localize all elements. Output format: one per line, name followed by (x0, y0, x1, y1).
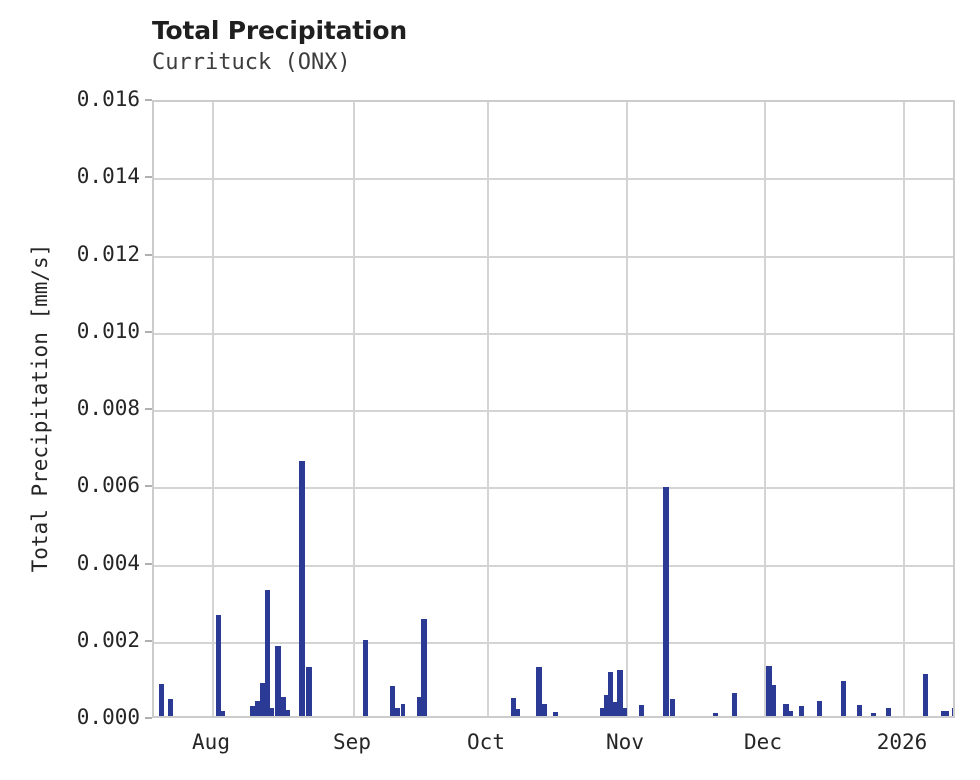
bar (766, 665, 772, 716)
bar (250, 706, 255, 716)
gridline-horizontal (154, 410, 953, 412)
bar (617, 669, 623, 716)
y-tick-mark (145, 485, 152, 488)
gridline-vertical (353, 102, 355, 716)
y-tick-mark (145, 408, 152, 410)
bar (275, 646, 281, 716)
bar (713, 712, 718, 716)
bar (417, 696, 423, 716)
y-tick-mark (145, 562, 152, 565)
bar (395, 708, 400, 716)
bar (363, 639, 368, 716)
bar (952, 707, 953, 716)
bar (265, 590, 270, 716)
y-tick-mark (145, 330, 152, 333)
chart-subtitle: Currituck (ONX) (152, 50, 351, 75)
y-tick-mark (145, 253, 152, 256)
bar (421, 618, 427, 716)
bar (270, 707, 274, 716)
gridline-horizontal (154, 178, 953, 181)
bar (516, 709, 520, 716)
x-tick-label: Nov (606, 730, 644, 754)
bar (553, 712, 558, 716)
bar (299, 461, 305, 716)
y-axis-label: Total Precipitation [mm/s] (28, 243, 52, 573)
bar (857, 705, 862, 716)
bar (604, 694, 608, 716)
bar (886, 707, 891, 716)
bar (783, 704, 789, 716)
x-tick-label: Aug (192, 730, 230, 754)
x-tick-label: 2026 (876, 730, 928, 754)
bar (159, 684, 164, 716)
bar (286, 710, 290, 716)
bar (542, 704, 547, 716)
y-tick-mark (145, 639, 152, 642)
bar (260, 683, 265, 716)
bar (168, 698, 173, 716)
bar (670, 699, 675, 716)
bar (623, 707, 627, 716)
bar (941, 711, 949, 716)
gridline-vertical (903, 102, 905, 716)
bar (923, 674, 928, 716)
bar (536, 666, 542, 716)
bar (799, 705, 804, 716)
gridline-vertical (212, 102, 214, 716)
bar (789, 711, 793, 716)
x-tick-label: Dec (744, 730, 782, 754)
bar (663, 487, 669, 716)
gridline-vertical (487, 102, 489, 716)
bar (255, 700, 260, 716)
gridline-horizontal (154, 564, 953, 567)
bar (613, 702, 617, 716)
x-tick-label: Sep (333, 730, 371, 754)
gridline-vertical (626, 102, 628, 716)
bar (600, 708, 604, 716)
bar (817, 700, 822, 716)
bar (871, 712, 876, 716)
y-tick-mark (145, 717, 152, 719)
gridline-vertical (764, 102, 766, 716)
bar (732, 692, 737, 716)
bar (772, 685, 776, 716)
bar (221, 711, 225, 716)
bar (841, 681, 846, 716)
plot-area (152, 100, 955, 718)
bar (390, 685, 395, 716)
page-title: Total Precipitation (152, 16, 407, 45)
gridline-horizontal (154, 332, 953, 335)
bar (281, 697, 286, 716)
bar (511, 698, 516, 716)
bar (306, 667, 312, 716)
y-tick-mark (145, 99, 152, 101)
gridline-horizontal (154, 255, 953, 258)
gridline-horizontal (154, 641, 953, 644)
x-tick-label: Oct (467, 730, 505, 754)
bar (401, 703, 405, 716)
gridline-horizontal (154, 487, 953, 490)
bar (216, 614, 221, 716)
bar (639, 705, 644, 716)
bar (608, 672, 613, 716)
y-tick-mark (145, 176, 152, 179)
